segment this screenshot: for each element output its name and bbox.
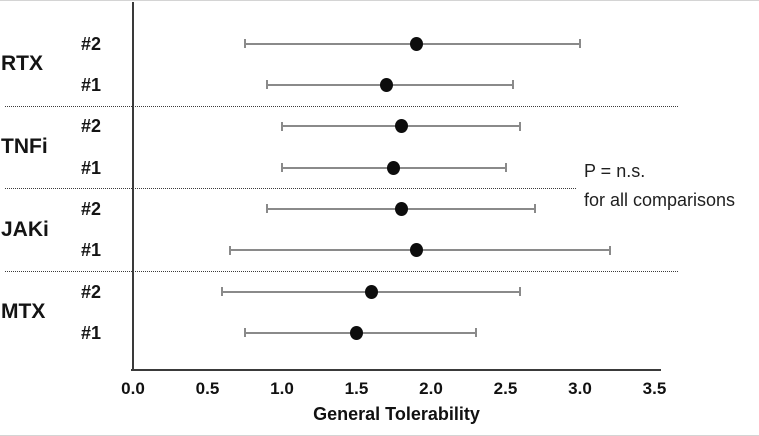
group-label: TNFi <box>1 134 48 158</box>
data-point-dot <box>409 243 423 258</box>
x-tick-label: 1.5 <box>344 379 369 398</box>
annotation-line-1: P = n.s. <box>584 161 646 181</box>
error-bar-cap-left <box>266 80 269 90</box>
row-label: #1 <box>80 74 101 95</box>
data-point-dot <box>409 36 423 51</box>
figure-top-rule <box>0 0 759 1</box>
error-bar-cap-left <box>243 39 246 48</box>
error-bar-cap-left <box>221 287 224 297</box>
error-bar-cap-right <box>504 163 507 173</box>
data-point-dot <box>394 201 408 216</box>
error-bar-cap-right <box>519 121 522 131</box>
error-bar-cap-right <box>519 287 522 297</box>
error-bar-cap-right <box>511 80 514 90</box>
y-axis-line <box>132 2 134 371</box>
data-point-dot <box>379 77 393 92</box>
error-bar-cap-left <box>243 328 246 338</box>
group-separator-line <box>5 188 678 190</box>
significance-annotation: P = n.s. for all comparisons <box>576 157 736 215</box>
data-point-dot <box>364 284 378 299</box>
group-separator-line <box>5 105 678 107</box>
annotation-line-2: for all comparisons <box>584 190 736 210</box>
x-axis-line <box>131 369 661 371</box>
group-label: MTX <box>1 300 46 324</box>
data-point-dot <box>394 119 408 134</box>
row-label: #2 <box>80 33 101 54</box>
error-bar-cap-left <box>281 121 283 131</box>
error-bar-cap-right <box>608 245 611 255</box>
group-separator-line <box>5 270 678 272</box>
error-bar-cap-right <box>474 328 477 338</box>
x-tick-label: 2.0 <box>419 379 443 398</box>
row-label: #1 <box>80 240 101 261</box>
row-label: #1 <box>80 322 101 343</box>
x-tick-label: 0.5 <box>195 379 220 398</box>
x-tick-label: 1.0 <box>270 379 294 398</box>
group-label: RTX <box>1 52 43 76</box>
row-label: #1 <box>80 157 101 178</box>
data-point-dot <box>350 325 363 340</box>
x-tick-label: 2.5 <box>493 379 518 398</box>
x-tick-label: 3.5 <box>642 379 667 398</box>
x-axis-title: General Tolerability <box>313 404 480 424</box>
row-label: #2 <box>80 198 101 219</box>
group-label: JAKi <box>1 217 49 241</box>
error-bar-cap-right <box>579 39 581 48</box>
error-bar-cap-left <box>266 204 269 214</box>
x-tick-label: 0.0 <box>121 379 145 398</box>
error-bar-cap-left <box>281 163 283 173</box>
error-bar-cap-left <box>228 245 231 255</box>
row-label: #2 <box>80 281 101 302</box>
row-label: #2 <box>80 116 101 137</box>
x-tick-label: 3.0 <box>568 379 592 398</box>
data-point-dot <box>387 160 401 175</box>
error-bar-cap-right <box>534 204 537 214</box>
